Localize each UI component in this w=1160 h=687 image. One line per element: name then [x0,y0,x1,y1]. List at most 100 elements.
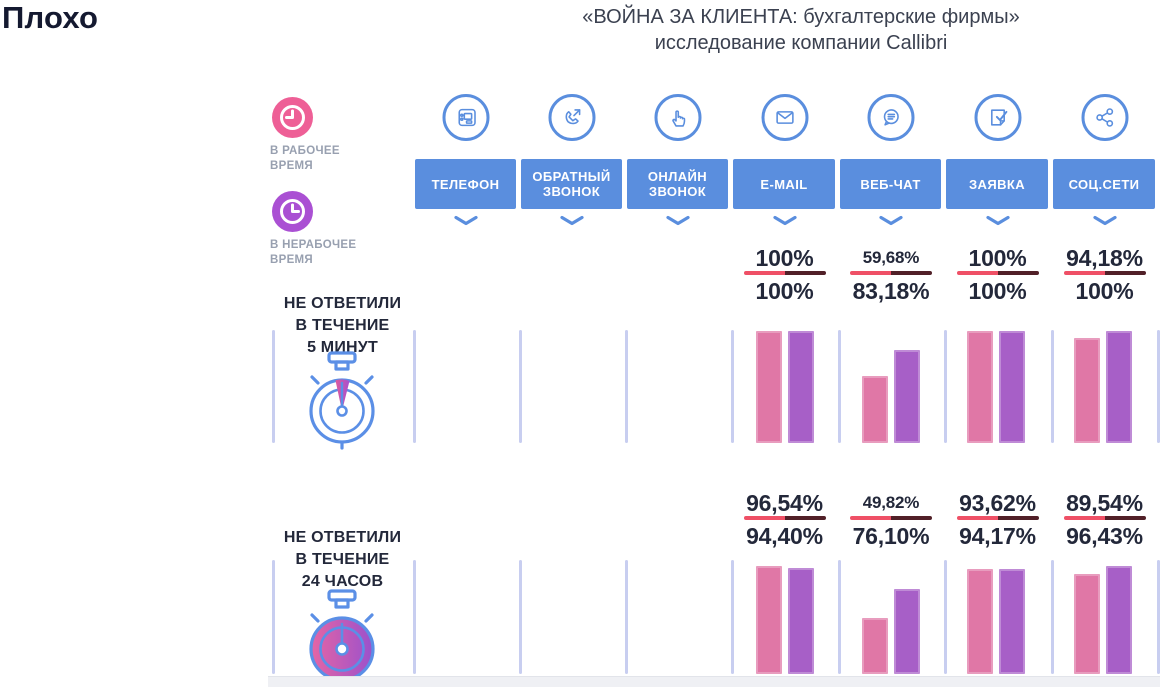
column-separator [1157,560,1160,674]
bar-24h-form-working [967,569,993,674]
page-title-line2: исследование компании Callibri [654,32,948,54]
chevron-down-icon [666,215,690,226]
column-email: E-MAIL [731,0,838,240]
percent-divider [744,271,826,275]
chevron-down-icon [879,215,903,226]
pct-5min-webchat-working: 59,68% [862,248,920,267]
page-title: «ВОЙНА ЗА КЛИЕНТА: бухгалтерские фирмы» … [440,4,1160,56]
webchat-icon [867,94,915,141]
column-online-call: ОНЛАЙН ЗВОНОК [625,0,731,240]
channel-header-online-call: ОНЛАЙН ЗВОНОК [627,159,728,209]
chevron-down-icon [454,215,478,226]
bar-5min-form-nonworking [999,331,1025,443]
pct-5min-email-working: 100% [755,245,814,271]
column-separator [838,330,841,443]
bar-24h-social-working [1074,574,1100,674]
quality-label: Плохо [2,0,99,35]
column-form: ЗАЯВКА [944,0,1051,240]
column-phone: ТЕЛЕФОН [413,0,519,240]
row-label-line: В ТЕЧЕНИЕ [295,551,390,568]
bar-24h-email-working [756,566,782,674]
pct-5min-social-working: 94,18% [1066,245,1143,271]
column-separator [272,560,275,674]
column-separator [413,560,416,674]
percent-divider [850,516,932,520]
share-icon [1081,94,1128,141]
bar-24h-email-nonworking [788,568,814,674]
percent-divider [850,271,932,275]
channel-header-callback: ОБРАТНЫЙ ЗВОНОК [521,159,622,209]
column-separator [519,330,522,443]
clock-nonworking-icon [272,191,313,237]
bar-24h-form-nonworking [999,569,1025,674]
column-separator [838,560,841,674]
phone-icon [442,94,490,141]
column-callback: ОБРАТНЫЙ ЗВОНОК [519,0,625,240]
channel-header-phone: ТЕЛЕФОН [415,159,516,209]
column-separator [625,560,628,674]
column-separator [944,330,947,443]
stopwatch-filled-icon [297,588,387,687]
column-separator [272,330,275,443]
percent-divider [957,516,1039,520]
bar-24h-webchat-working [862,618,888,674]
pct-24h-social-nonworking: 96,43% [1066,523,1143,549]
email-icon [761,94,808,141]
column-separator [731,560,734,674]
column-separator [625,330,628,443]
stopwatch-outline-icon [297,350,387,457]
clock-working-icon [272,97,313,143]
bar-5min-form-working [967,331,993,443]
column-webchat: ВЕБ-ЧАТ [838,0,944,240]
row-label-5min: НЕ ОТВЕТИЛИ В ТЕЧЕНИЕ 5 МИНУТ [272,293,413,359]
page-title-line1: «ВОЙНА ЗА КЛИЕНТА: бухгалтерские фирмы» [582,6,1020,28]
bar-5min-social-nonworking [1106,331,1132,443]
pct-24h-form-nonworking: 94,17% [959,523,1036,549]
pct-5min-form-working: 100% [968,245,1027,271]
online-call-icon [654,94,702,141]
bar-5min-webchat-nonworking [894,350,920,443]
percent-divider [744,516,826,520]
bar-24h-social-nonworking [1106,566,1132,674]
column-separator [1051,560,1054,674]
column-separator [731,330,734,443]
row-label-line: В ТЕЧЕНИЕ [295,317,390,334]
column-separator [944,560,947,674]
bottom-strip [268,676,1160,687]
pct-24h-webchat-nonworking: 76,10% [852,523,930,549]
channel-header-webchat: ВЕБ-ЧАТ [840,159,941,209]
percent-divider [1064,516,1146,520]
column-separator [1157,330,1160,443]
row-label-24h: НЕ ОТВЕТИЛИ В ТЕЧЕНИЕ 24 ЧАСОВ [272,527,413,593]
pct-5min-email-nonworking: 100% [755,278,814,304]
row-label-line: 24 ЧАСОВ [301,573,384,590]
pct-5min-social-nonworking: 100% [1075,278,1134,304]
bar-5min-social-working [1074,338,1100,443]
row-label-line: НЕ ОТВЕТИЛИ [283,295,402,312]
chevron-down-icon [985,215,1010,226]
percent-divider [957,271,1039,275]
pct-5min-webchat-nonworking: 83,18% [852,278,930,304]
pct-24h-form-working: 93,62% [959,490,1036,516]
pct-24h-email-working: 96,54% [746,490,823,516]
percent-divider [1064,271,1146,275]
channel-header-email: E-MAIL [733,159,835,209]
pct-24h-social-working: 89,54% [1066,490,1143,516]
bar-5min-webchat-working [862,376,888,443]
channel-header-form: ЗАЯВКА [946,159,1048,209]
chevron-down-icon [560,215,584,226]
column-separator [1051,330,1054,443]
column-separator [519,560,522,674]
pct-24h-email-nonworking: 94,40% [746,523,823,549]
form-check-icon [974,94,1021,141]
legend-working-label: В РАБОЧЕЕ ВРЕМЯ [270,145,340,172]
callback-icon [548,94,596,141]
pct-24h-webchat-working: 49,82% [862,493,920,512]
bar-24h-webchat-nonworking [894,589,920,674]
chevron-down-icon [1092,215,1117,226]
pct-5min-form-nonworking: 100% [968,278,1027,304]
row-label-line: НЕ ОТВЕТИЛИ [283,529,402,546]
bar-5min-email-working [756,331,782,443]
chevron-down-icon [772,215,797,226]
